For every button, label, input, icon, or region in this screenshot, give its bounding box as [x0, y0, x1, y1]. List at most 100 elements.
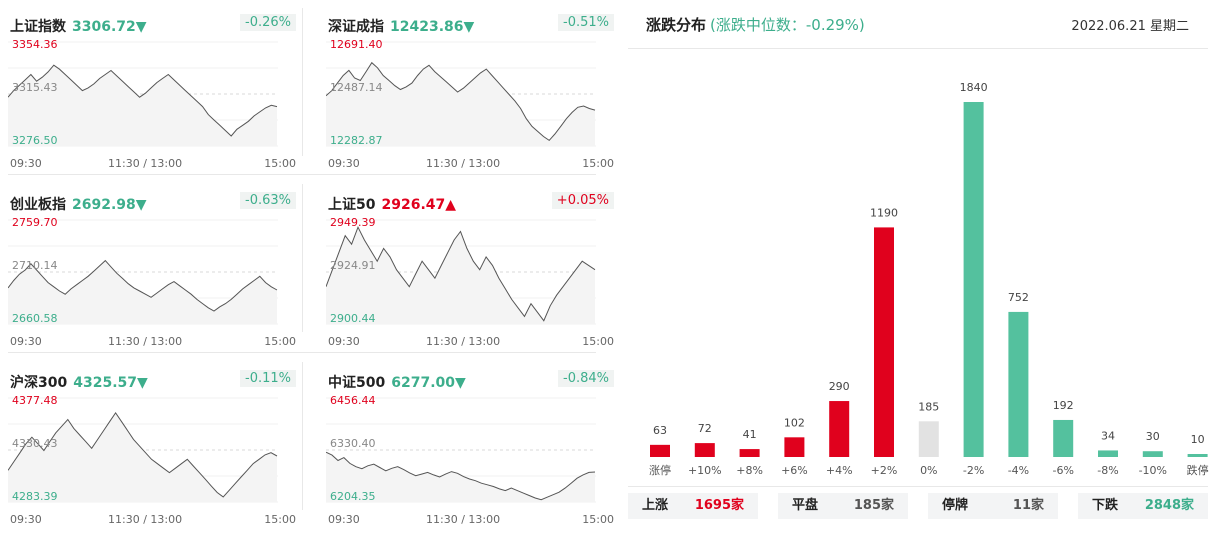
dist-bar[interactable] — [1142, 451, 1163, 457]
dist-bar[interactable] — [784, 437, 805, 457]
high-label: 2759.70 — [12, 216, 58, 229]
dist-bar-value: 72 — [698, 422, 712, 435]
dist-bar-value: 41 — [743, 428, 757, 441]
time-end: 15:00 — [264, 335, 296, 348]
summary-up: 上涨 1695家 — [628, 493, 758, 519]
dist-bar[interactable] — [829, 401, 850, 457]
intraday-svg — [326, 397, 596, 503]
index-name: 上证指数 3306.72▼ — [10, 19, 147, 35]
index-panel[interactable]: 上证指数 3306.72▼ -0.26% 3354.36 3315.43 3276.50 0… — [8, 6, 298, 178]
panel-divider-horizontal — [8, 174, 596, 175]
dist-category-label: -2% — [963, 464, 984, 477]
panel-divider-vertical — [302, 8, 303, 156]
dist-category-label: -8% — [1097, 464, 1118, 477]
index-header: 上证指数 3306.72▼ -0.26% — [8, 6, 298, 38]
dist-bar[interactable] — [1053, 419, 1074, 457]
time-end: 15:00 — [264, 157, 296, 170]
price-area — [326, 452, 595, 502]
dist-category-label: -6% — [1052, 464, 1073, 477]
price-line — [326, 225, 596, 322]
dist-category-label: +10% — [688, 464, 722, 477]
time-end: 15:00 — [582, 513, 614, 526]
index-panel[interactable]: 上证50 2926.47▲ +0.05% 2949.39 2924.91 2900.44 0… — [326, 184, 616, 356]
index-header: 创业板指 2692.98▼ -0.63% — [8, 184, 298, 216]
mid-label: 12487.14 — [330, 81, 383, 94]
index-name: 深证成指 12423.86▼ — [328, 19, 475, 35]
trend-arrow-icon: ▼ — [135, 19, 147, 35]
dist-category-label: -10% — [1139, 464, 1167, 477]
dist-bar-value: 290 — [829, 380, 850, 393]
dist-bar[interactable] — [739, 449, 760, 457]
intraday-chart — [8, 38, 298, 156]
panel-divider-vertical — [302, 362, 303, 510]
change-badge: -0.51% — [558, 14, 614, 31]
low-label: 2900.44 — [330, 312, 376, 325]
time-mid: 11:30 / 13:00 — [108, 157, 183, 170]
intraday-chart — [326, 216, 616, 334]
dist-bar[interactable] — [963, 102, 984, 457]
intraday-svg — [8, 397, 278, 503]
index-name: 中证500 6277.00▼ — [328, 375, 466, 391]
intraday-chart — [326, 394, 616, 512]
low-label: 3276.50 — [12, 134, 58, 147]
price-line — [326, 61, 596, 142]
index-name: 上证50 2926.47▲ — [328, 197, 457, 213]
dist-bar-value: 63 — [653, 424, 667, 437]
index-header: 沪深300 4325.57▼ -0.11% — [8, 362, 298, 394]
dist-bar[interactable] — [694, 443, 715, 457]
dist-bar[interactable] — [650, 444, 670, 457]
dist-bar-value: 192 — [1053, 399, 1074, 412]
low-label: 12282.87 — [330, 134, 383, 147]
dist-bar-value: 752 — [1008, 291, 1029, 304]
trend-arrow-icon: ▼ — [455, 375, 466, 391]
time-mid: 11:30 / 13:00 — [426, 513, 501, 526]
index-value: 12423.86▼ — [390, 19, 475, 35]
intraday-chart — [8, 216, 298, 334]
dist-bar-value: 1840 — [960, 81, 988, 94]
high-label: 12691.40 — [330, 38, 383, 51]
intraday-chart — [8, 394, 298, 512]
price-line — [8, 259, 278, 312]
index-panel[interactable]: 创业板指 2692.98▼ -0.63% 2759.70 2710.14 2660.58 0… — [8, 184, 298, 356]
index-value: 2926.47▲ — [381, 197, 457, 213]
mid-label: 4330.43 — [12, 437, 58, 450]
index-panel[interactable]: 中证500 6277.00▼ -0.84% 6456.44 6330.40 6204.35… — [326, 362, 616, 534]
time-start: 09:30 — [328, 513, 360, 526]
index-value: 6277.00▼ — [391, 375, 466, 391]
index-panel[interactable]: 沪深300 4325.57▼ -0.11% 4377.48 4330.43 4283.39… — [8, 362, 298, 534]
intraday-svg — [8, 41, 278, 147]
dist-category-label: +6% — [781, 464, 808, 477]
dist-bar[interactable] — [918, 421, 939, 457]
time-start: 09:30 — [10, 335, 42, 348]
panel-divider-vertical — [302, 184, 303, 332]
time-end: 15:00 — [264, 513, 296, 526]
change-badge: -0.26% — [240, 14, 296, 31]
trend-arrow-icon: ▼ — [135, 197, 147, 213]
time-mid: 11:30 / 13:00 — [426, 157, 501, 170]
index-header: 中证500 6277.00▼ -0.84% — [326, 362, 616, 394]
time-mid: 11:30 / 13:00 — [108, 513, 183, 526]
time-mid: 11:30 / 13:00 — [108, 335, 183, 348]
change-badge: -0.84% — [558, 370, 614, 387]
dist-category-label: +4% — [826, 464, 853, 477]
mid-label: 6330.40 — [330, 437, 376, 450]
dist-bar-value: 30 — [1146, 430, 1160, 443]
dist-bar[interactable] — [1008, 311, 1029, 457]
dist-bar-value: 10 — [1191, 433, 1205, 446]
time-start: 09:30 — [328, 157, 360, 170]
index-header: 深证成指 12423.86▼ -0.51% — [326, 6, 616, 38]
dist-bar[interactable] — [874, 227, 894, 457]
median-change-subtitle: (涨跌中位数：-0.29%) — [710, 16, 865, 34]
index-value: 4325.57▼ — [73, 375, 148, 391]
index-value: 2692.98▼ — [72, 197, 147, 213]
dist-bar[interactable] — [1098, 450, 1118, 457]
high-label: 4377.48 — [12, 394, 58, 407]
mid-label: 2924.91 — [330, 259, 376, 272]
dist-bar[interactable] — [1187, 454, 1208, 457]
distribution-title: 涨跌分布 (涨跌中位数：-0.29%) — [646, 16, 865, 34]
high-label: 6456.44 — [330, 394, 376, 407]
high-label: 3354.36 — [12, 38, 58, 51]
price-area — [326, 227, 595, 324]
intraday-svg — [8, 219, 278, 325]
index-panel[interactable]: 深证成指 12423.86▼ -0.51% 12691.40 12487.14 12282… — [326, 6, 616, 178]
